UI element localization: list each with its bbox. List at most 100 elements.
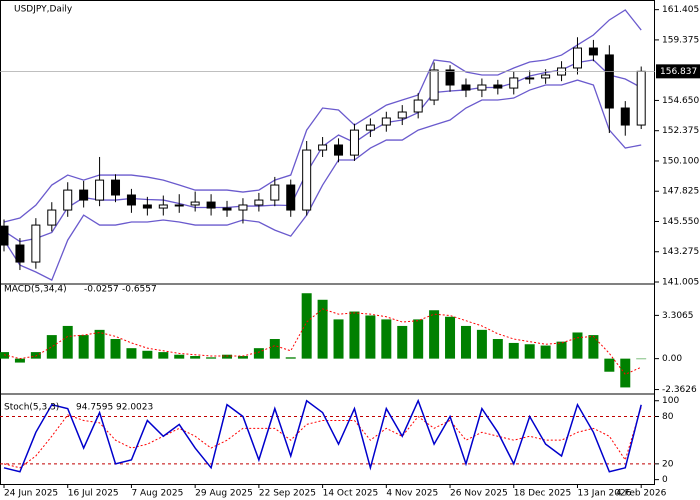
line xyxy=(3,398,642,473)
candle-body xyxy=(206,201,216,209)
candle-body xyxy=(79,189,89,201)
candle-body xyxy=(174,204,184,207)
candle-body xyxy=(429,69,439,101)
macd-bar xyxy=(476,329,487,359)
candle-body xyxy=(190,201,200,206)
macd-bar xyxy=(572,332,583,359)
macd-bar xyxy=(14,358,25,363)
candle-body xyxy=(604,54,614,109)
y-tick-label: 80 xyxy=(662,412,674,422)
candle-body xyxy=(397,111,407,119)
candle-body xyxy=(238,204,248,211)
y-tick-label: 0 xyxy=(662,475,668,485)
line xyxy=(3,308,642,375)
candle-body xyxy=(158,204,168,209)
macd-bar xyxy=(492,339,503,359)
macd-bar xyxy=(524,344,535,359)
x-tick-label: 18 Dec 2025 xyxy=(514,489,572,499)
candle-body xyxy=(286,184,296,211)
candle-body xyxy=(126,194,136,206)
current-price-box xyxy=(656,64,700,79)
macd-bar xyxy=(206,357,217,359)
macd-bar xyxy=(445,316,456,359)
candle-body xyxy=(31,224,41,263)
line xyxy=(3,9,642,223)
y-tick-label: 141.005 xyxy=(662,278,699,288)
macd-bar xyxy=(78,335,89,359)
x-tick-label: 14 Oct 2025 xyxy=(323,489,379,499)
candle-body xyxy=(588,47,598,56)
candle-body xyxy=(349,129,359,156)
y-tick-label: 0.00 xyxy=(662,354,682,364)
macd-bar xyxy=(604,358,615,372)
candle-body xyxy=(445,69,455,86)
y-tick-label: 145.550 xyxy=(662,217,699,227)
macd-bar xyxy=(460,325,471,359)
macd-bar xyxy=(397,325,408,359)
candle-body xyxy=(95,179,105,201)
macd-bar xyxy=(62,325,73,359)
macd-bar xyxy=(30,352,41,359)
y-tick-label: 147.825 xyxy=(662,187,699,197)
macd-bar xyxy=(333,319,344,359)
candle-body xyxy=(636,70,646,126)
y-tick-label: 161.405 xyxy=(662,5,699,15)
chart-title: USDJPY,Daily xyxy=(14,5,73,15)
macd-bar xyxy=(253,348,264,359)
candle-body xyxy=(461,84,471,91)
macd-bar xyxy=(365,315,376,359)
macd-bar xyxy=(142,350,153,359)
indicator-title: MACD(5,34,4) xyxy=(4,285,67,295)
macd-bar xyxy=(317,299,328,359)
candle-body xyxy=(525,77,535,80)
y-tick-label: 150.100 xyxy=(662,156,699,166)
x-tick-label: 16 Jul 2025 xyxy=(68,489,119,499)
indicator-value: 92.0023 xyxy=(116,403,153,413)
y-tick-label: 20 xyxy=(662,459,674,469)
macd-bar xyxy=(413,319,424,359)
x-tick-label: 7 Aug 2025 xyxy=(131,489,183,499)
line xyxy=(3,79,642,282)
y-tick-label: 152.375 xyxy=(662,126,699,136)
x-tick-label: 13 Jan 2026 xyxy=(577,489,631,499)
candle-body xyxy=(509,77,519,89)
candle-body xyxy=(270,184,280,201)
indicator-value: 94.7595 xyxy=(76,403,113,413)
candle-body xyxy=(572,47,582,69)
x-tick-label: 29 Aug 2025 xyxy=(195,489,253,499)
indicator-value: -0.0257 xyxy=(84,285,119,295)
candle-body xyxy=(222,207,232,211)
x-tick-label: 24 Jun 2025 xyxy=(4,489,58,499)
indicator-title: Stoch(5,3,3) xyxy=(4,403,59,413)
macd-bar xyxy=(126,348,137,359)
macd-bar xyxy=(540,345,551,359)
macd-bar xyxy=(301,293,312,359)
y-tick-label: -2.3626 xyxy=(662,385,697,395)
macd-bar xyxy=(620,358,631,388)
macd-bar xyxy=(0,352,9,359)
macd-bar xyxy=(285,357,296,359)
candle-body xyxy=(47,209,57,226)
x-tick-label: 22 Sep 2025 xyxy=(259,489,316,499)
y-tick-label: 143.275 xyxy=(662,247,699,257)
macd-bar xyxy=(269,339,280,359)
current-price-label: 156.837 xyxy=(660,67,697,77)
macd-bar xyxy=(190,356,201,359)
x-tick-label: 4 Feb 2026 xyxy=(616,489,667,499)
macd-bar xyxy=(222,354,233,359)
x-tick-label: 26 Nov 2025 xyxy=(450,489,508,499)
candle-body xyxy=(142,204,152,209)
macd-bar xyxy=(174,354,185,359)
macd-bar xyxy=(556,341,567,359)
y-tick-label: 3.3065 xyxy=(662,311,694,321)
candle-body xyxy=(254,199,264,206)
candle-body xyxy=(493,84,503,89)
macd-bar xyxy=(508,342,519,359)
candle-body xyxy=(63,189,73,211)
y-tick-label: 159.375 xyxy=(662,35,699,45)
macd-bar xyxy=(349,311,360,359)
candle-body xyxy=(334,144,344,156)
macd-bar xyxy=(588,335,599,359)
macd-bar xyxy=(429,310,440,359)
